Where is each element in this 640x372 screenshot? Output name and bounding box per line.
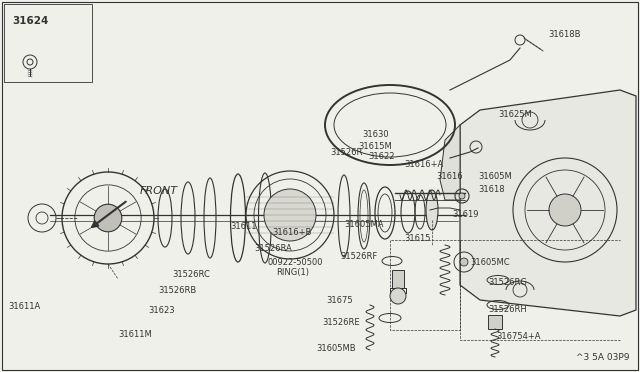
Text: 31605M: 31605M bbox=[478, 172, 512, 181]
Text: 31630: 31630 bbox=[362, 130, 388, 139]
Text: 31526RH: 31526RH bbox=[488, 305, 527, 314]
Text: 31611: 31611 bbox=[230, 222, 257, 231]
Text: 31622: 31622 bbox=[368, 152, 394, 161]
Text: ^3 5A 03P9: ^3 5A 03P9 bbox=[577, 353, 630, 362]
Text: 31616+A: 31616+A bbox=[404, 160, 444, 169]
Text: 31624: 31624 bbox=[12, 16, 49, 26]
Text: 31619: 31619 bbox=[452, 210, 479, 219]
Bar bbox=[488, 315, 502, 329]
Text: 31611A: 31611A bbox=[8, 302, 40, 311]
Bar bbox=[392, 270, 404, 288]
Text: FRONT: FRONT bbox=[140, 186, 178, 196]
Text: 31605MC: 31605MC bbox=[470, 258, 509, 267]
Text: 316754+A: 316754+A bbox=[496, 332, 541, 341]
Text: 31605MB: 31605MB bbox=[316, 344, 356, 353]
Bar bbox=[4, 4, 92, 82]
Circle shape bbox=[459, 193, 465, 199]
Circle shape bbox=[94, 204, 122, 232]
Text: 31615: 31615 bbox=[404, 234, 431, 243]
Text: 00922-50500: 00922-50500 bbox=[268, 258, 323, 267]
Text: 31675: 31675 bbox=[326, 296, 353, 305]
Text: 31526RG: 31526RG bbox=[488, 278, 527, 287]
Text: 31615M: 31615M bbox=[358, 142, 392, 151]
Ellipse shape bbox=[426, 190, 438, 230]
Text: 31526RE: 31526RE bbox=[322, 318, 360, 327]
Text: 31526RC: 31526RC bbox=[172, 270, 210, 279]
Text: 31616+B: 31616+B bbox=[272, 228, 312, 237]
Circle shape bbox=[390, 288, 406, 304]
Text: 31618B: 31618B bbox=[548, 30, 580, 39]
Text: 31526RA: 31526RA bbox=[254, 244, 292, 253]
Circle shape bbox=[460, 258, 468, 266]
Text: RING(1): RING(1) bbox=[276, 268, 309, 277]
Text: 31623: 31623 bbox=[148, 306, 175, 315]
Circle shape bbox=[549, 194, 581, 226]
Circle shape bbox=[264, 189, 316, 241]
Text: 31605MA: 31605MA bbox=[344, 220, 383, 229]
Text: 31526RB: 31526RB bbox=[158, 286, 196, 295]
Text: 31526RF: 31526RF bbox=[340, 252, 377, 261]
Text: 31618: 31618 bbox=[478, 185, 504, 194]
Text: 31611M: 31611M bbox=[118, 330, 152, 339]
Text: 31625M: 31625M bbox=[498, 110, 532, 119]
Text: 31616: 31616 bbox=[436, 172, 463, 181]
Text: 31526R: 31526R bbox=[330, 148, 362, 157]
Polygon shape bbox=[440, 125, 460, 200]
Polygon shape bbox=[460, 90, 636, 316]
